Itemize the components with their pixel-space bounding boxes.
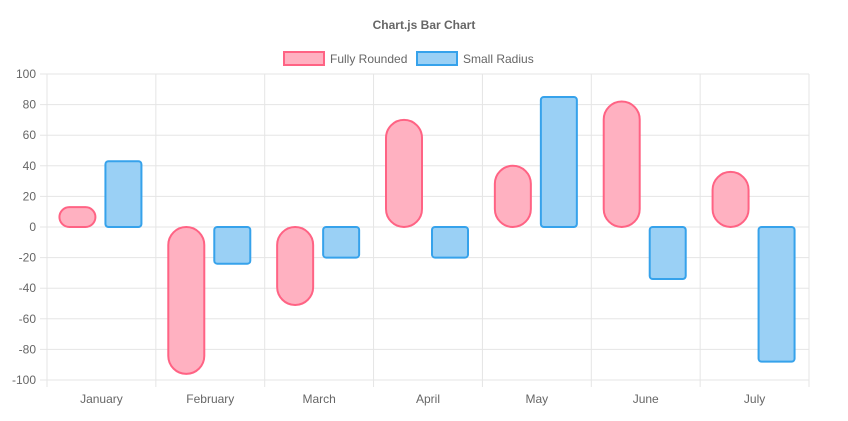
bar-fully-rounded-june[interactable]	[602, 100, 641, 229]
bar-small-radius-june[interactable]	[648, 226, 687, 281]
bar-small-radius-july[interactable]	[757, 226, 796, 363]
y-tick-label: -60	[19, 312, 37, 326]
legend-label-1[interactable]: Small Radius	[463, 52, 534, 66]
y-tick-label: 80	[23, 98, 37, 112]
y-tick-label: -100	[12, 373, 36, 387]
bar-fully-rounded-february[interactable]	[167, 225, 206, 375]
legend-swatch-0[interactable]	[283, 51, 325, 66]
x-tick-label: March	[302, 392, 335, 406]
x-tick-label: February	[186, 392, 234, 406]
y-tick-label: 40	[23, 159, 37, 173]
chart-title: Chart.js Bar Chart	[373, 18, 476, 32]
bar-fully-rounded-may[interactable]	[493, 164, 532, 229]
x-axis: January February March April May June July	[80, 392, 765, 406]
y-tick-label: -20	[19, 251, 37, 265]
bar-small-radius-april[interactable]	[431, 226, 469, 259]
x-tick-label: May	[526, 392, 549, 406]
y-tick-label: 100	[16, 67, 36, 81]
y-tick-label: -40	[19, 281, 37, 295]
bars	[58, 95, 796, 375]
y-tick-label: 0	[29, 220, 36, 234]
bar-small-radius-february[interactable]	[213, 226, 252, 265]
legend: Fully Rounded Small Radius	[283, 51, 534, 66]
legend-swatch-1[interactable]	[416, 51, 458, 66]
bar-fully-rounded-april[interactable]	[385, 118, 423, 229]
bar-fully-rounded-july[interactable]	[711, 170, 750, 229]
bar-small-radius-march[interactable]	[322, 226, 361, 259]
bar-small-radius-may[interactable]	[539, 95, 578, 228]
x-tick-label: January	[80, 392, 123, 406]
legend-label-0[interactable]: Fully Rounded	[330, 52, 407, 66]
y-tick-label: 60	[23, 128, 37, 142]
bar-fully-rounded-january[interactable]	[58, 206, 97, 228]
y-tick-label: 20	[23, 189, 37, 203]
grid	[40, 73, 810, 387]
x-tick-label: April	[416, 392, 440, 406]
y-tick-label: -80	[19, 342, 37, 356]
bar-small-radius-january[interactable]	[104, 160, 143, 228]
x-tick-label: July	[744, 392, 765, 406]
y-axis: 100 80 60 40 20 0 -20 -40 -60 -80 -100	[12, 67, 36, 387]
x-tick-label: June	[633, 392, 659, 406]
bar-fully-rounded-march[interactable]	[276, 225, 315, 307]
